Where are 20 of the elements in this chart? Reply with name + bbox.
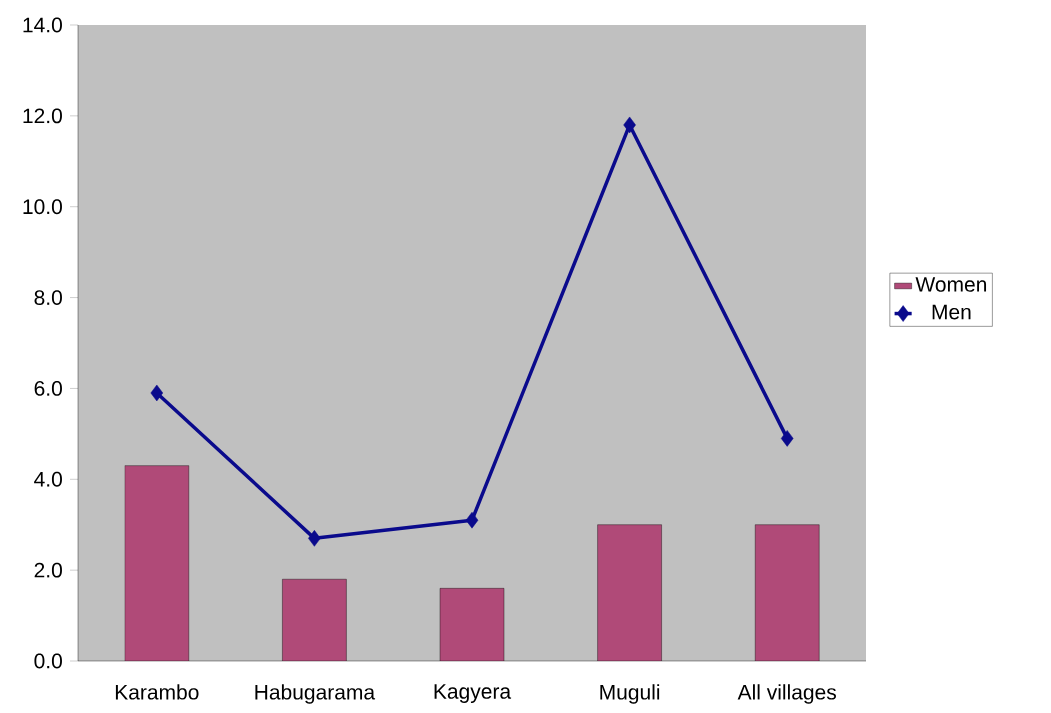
point xyxy=(308,530,321,547)
point xyxy=(150,384,164,402)
y-tick-label: 12.0 xyxy=(23,108,62,124)
y-tick-label: 6.0 xyxy=(34,380,62,396)
y-tick-label: 14.0 xyxy=(23,17,62,33)
x-tick-label: Karambo xyxy=(115,684,199,700)
x-tick-label: All villages xyxy=(737,684,836,704)
y-tick-label: 8.0 xyxy=(34,290,62,305)
x-tick-label: Muguli xyxy=(600,684,660,704)
point xyxy=(623,116,636,134)
y-tick-label: 10.0 xyxy=(23,199,62,215)
point xyxy=(465,511,479,529)
y-tick-label: 2.0 xyxy=(34,562,62,578)
legend-label: Women xyxy=(915,277,987,292)
y-tick-label: 0.0 xyxy=(34,653,62,669)
x-tick-label: Kagyera xyxy=(434,684,512,704)
point xyxy=(780,430,794,447)
legend-label: Men xyxy=(932,304,971,320)
y-tick-label: 4.0 xyxy=(34,471,62,487)
x-tick-label: Habugarama xyxy=(255,684,376,704)
